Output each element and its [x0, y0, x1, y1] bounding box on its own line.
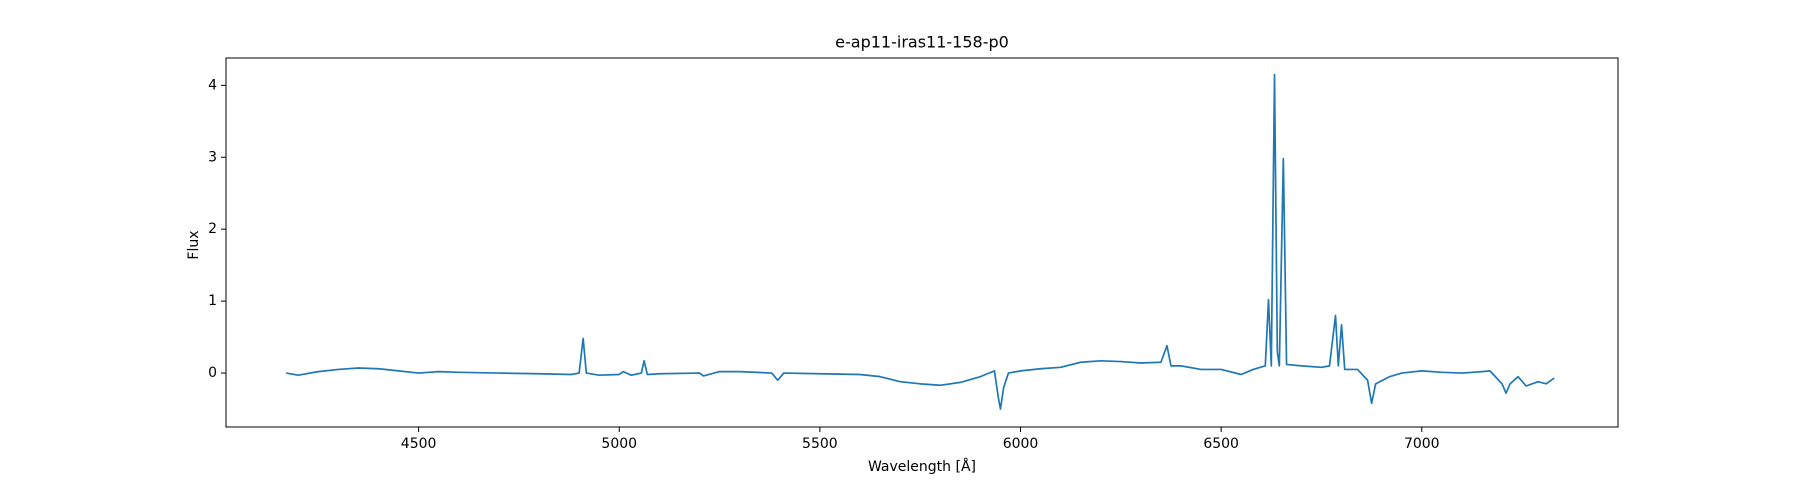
chart-title: e-ap11-iras11-158-p0: [835, 33, 1009, 52]
x-tick-label: 5500: [802, 436, 838, 452]
y-tick-label: 2: [208, 221, 217, 237]
plot-frame: [225, 57, 1619, 428]
y-tick-label: 1: [208, 293, 217, 309]
x-tick-label: 4500: [401, 436, 437, 452]
y-tick-label: 4: [208, 77, 217, 93]
y-tick-label: 0: [208, 365, 217, 381]
x-tick-label: 6500: [1203, 436, 1239, 452]
x-tick-label: 6000: [1003, 436, 1039, 452]
y-tick-label: 3: [208, 149, 217, 165]
x-tick-label: 5000: [601, 436, 637, 452]
x-tick-label: 7000: [1404, 436, 1440, 452]
spectrum-line: [286, 73, 1555, 410]
x-axis-label: Wavelength [Å]: [868, 458, 976, 475]
y-axis-label: Flux: [186, 230, 202, 259]
